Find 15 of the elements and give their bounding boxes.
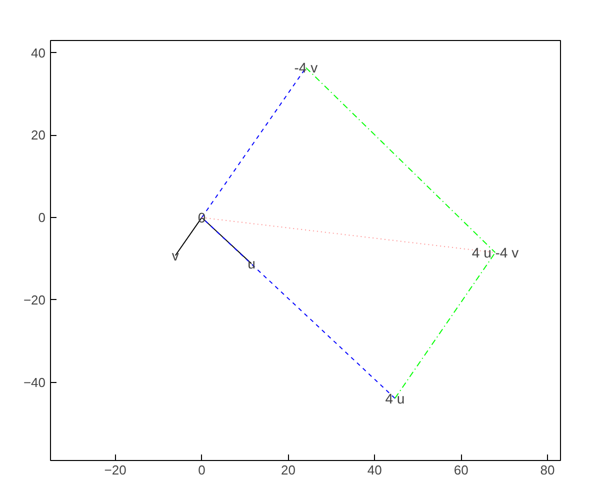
annotation: -4 v xyxy=(294,60,318,76)
x-tick-label: 0 xyxy=(198,462,206,478)
annotation: 4 u xyxy=(385,390,405,406)
annotation: 4 u -4 v xyxy=(472,244,519,261)
x-tick-label: 80 xyxy=(540,462,555,478)
y-tick-label: 0 xyxy=(38,210,46,226)
x-tick-label: 60 xyxy=(454,462,468,478)
y-tick-label: −40 xyxy=(23,374,46,390)
annotation: v xyxy=(172,247,179,264)
x-tick-label: 40 xyxy=(367,462,382,478)
y-tick-label: 40 xyxy=(31,45,46,60)
y-tick-label: −20 xyxy=(23,292,46,308)
y-tick-label: 20 xyxy=(31,128,46,143)
x-tick-label: 20 xyxy=(280,462,296,478)
x-tick-label: −20 xyxy=(104,462,126,478)
